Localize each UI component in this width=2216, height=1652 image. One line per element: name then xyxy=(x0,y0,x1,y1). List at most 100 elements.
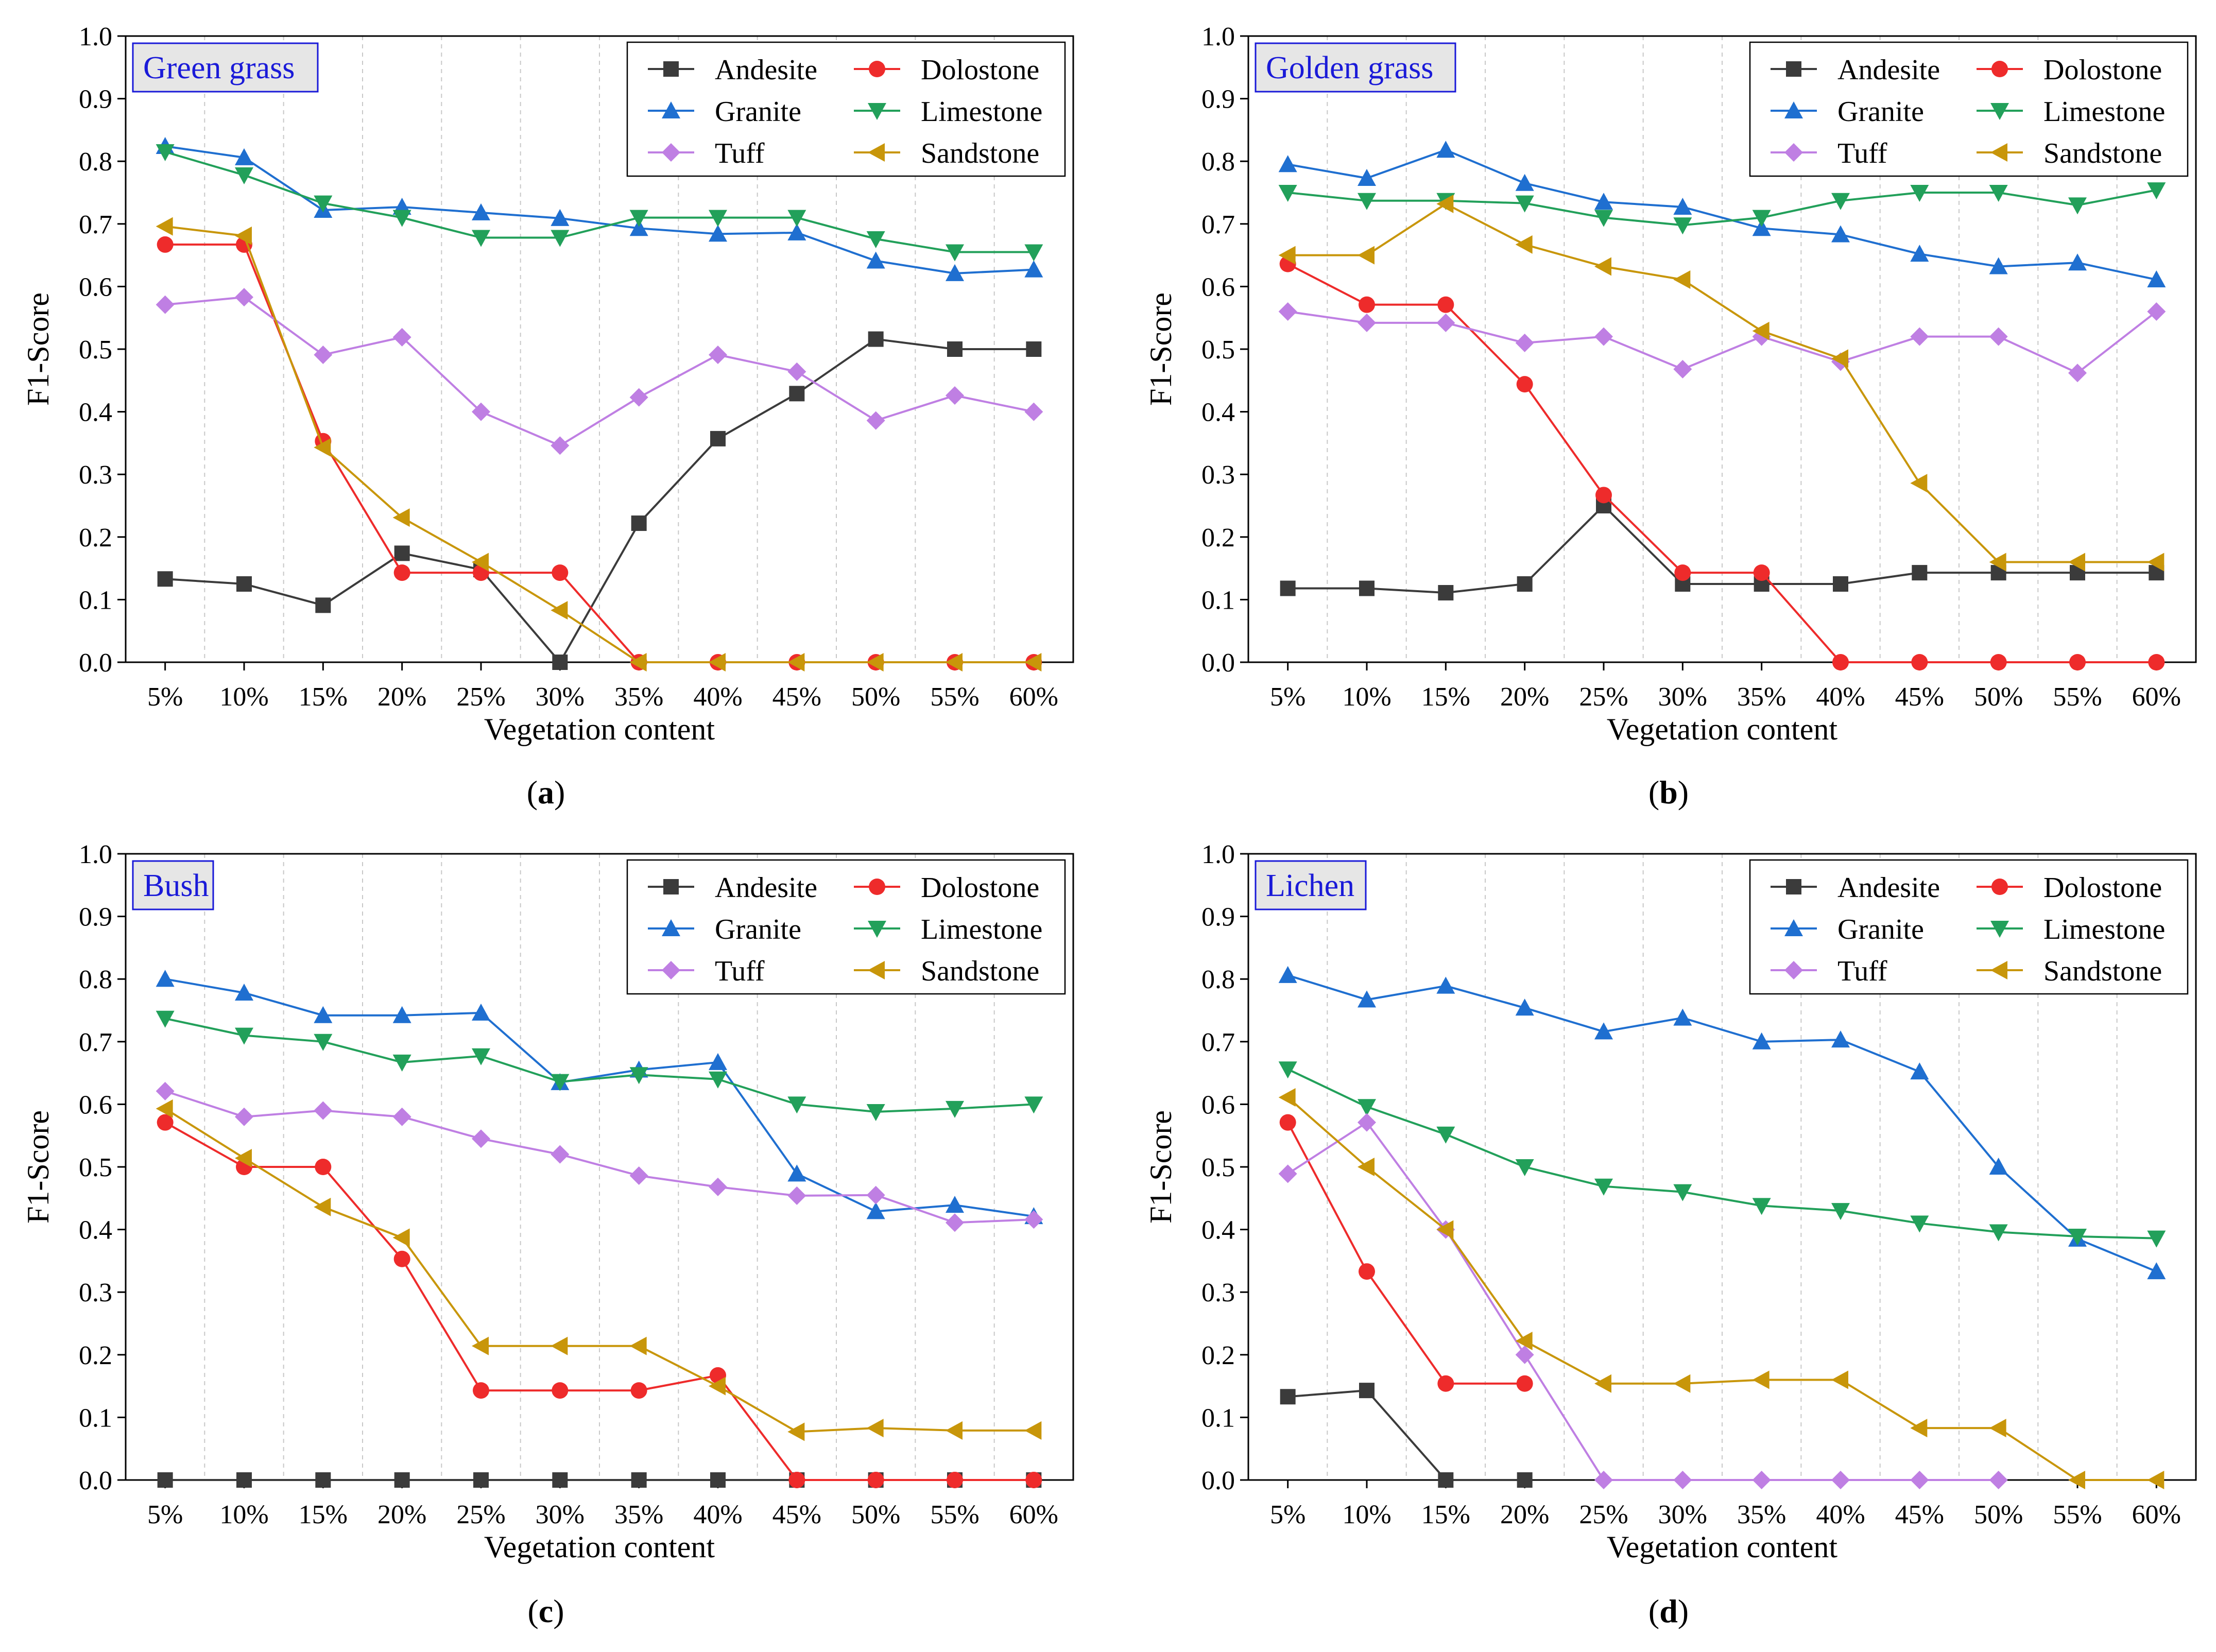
data-point-limestone xyxy=(1278,185,1297,202)
data-point-tuff xyxy=(946,386,964,405)
legend-marker xyxy=(868,103,886,120)
data-point-limestone xyxy=(2147,182,2166,200)
data-point-sandstone xyxy=(1989,553,2006,572)
series-line-tuff xyxy=(1287,1121,1999,1481)
legend-box xyxy=(626,859,1066,995)
y-tick-label: 0.4 xyxy=(1201,398,1235,427)
y-tick-label: 0.6 xyxy=(79,272,112,302)
data-point-dolostone xyxy=(393,564,410,581)
data-point-granite xyxy=(1910,245,1929,262)
data-point-limestone xyxy=(1673,1184,1692,1201)
data-point-tuff xyxy=(2068,364,2087,383)
data-point-sandstone xyxy=(1594,257,1611,276)
legend-item-dolostone: Dolostone xyxy=(854,54,1039,86)
series-andesite xyxy=(1280,498,2165,601)
legend-label: Dolostone xyxy=(921,872,1039,904)
data-point-granite xyxy=(1358,990,1376,1008)
data-point-sandstone xyxy=(1024,653,1042,672)
legend-label: Dolostone xyxy=(2043,872,2162,904)
data-point-andesite xyxy=(1517,576,1533,592)
legend-item-granite: Granite xyxy=(648,914,801,945)
x-tick-label: 60% xyxy=(2132,1500,2181,1529)
legend-label: Dolostone xyxy=(921,54,1039,86)
chart-panel-b: 0.0 0.1 0.2 0.3 0.4 0.5 0.6 0.7 0.8 0.9 1.0 5% 10% 15… xyxy=(1144,22,2197,811)
series-dolostone xyxy=(1279,1114,1533,1392)
legend-marker xyxy=(868,143,885,162)
series-line-sandstone xyxy=(164,1108,1034,1433)
series-line-sandstone xyxy=(1287,1096,2157,1481)
legend-item-dolostone: Dolostone xyxy=(1977,872,2162,904)
series-line-limestone xyxy=(165,1017,1034,1113)
data-point-limestone xyxy=(156,1010,175,1028)
series-line-limestone xyxy=(1287,1068,2157,1240)
data-point-granite xyxy=(1752,219,1771,236)
x-tick-label: 20% xyxy=(1500,682,1549,712)
series-line-tuff xyxy=(165,296,1034,447)
data-point-granite xyxy=(1594,193,1613,210)
y-tick-label: 0.1 xyxy=(1201,1403,1235,1433)
y-tick-label: 0.3 xyxy=(79,460,112,490)
data-point-limestone xyxy=(946,244,964,262)
data-point-granite xyxy=(1278,966,1297,983)
data-point-limestone xyxy=(1436,1126,1455,1144)
panel-title: Golden grass xyxy=(1266,50,1433,85)
legend-item-limestone: Limestone xyxy=(1977,914,2165,945)
legend: Andesite Dolostone Granite Limestone Tuff San… xyxy=(1749,859,2189,995)
series-line-limestone xyxy=(165,151,1034,253)
y-tick-label: 1.0 xyxy=(79,22,112,51)
x-tick-label: 15% xyxy=(299,682,348,712)
data-point-tuff xyxy=(1358,1113,1376,1132)
data-point-andesite xyxy=(1833,576,1848,592)
legend-marker xyxy=(663,61,679,77)
data-point-limestone xyxy=(787,210,806,227)
legend-label: Granite xyxy=(1837,96,1924,128)
panel-caption-letter: d xyxy=(1659,1593,1678,1629)
x-tick-label: 5% xyxy=(1270,1500,1305,1529)
legend-item-andesite: Andesite xyxy=(1771,54,1940,86)
x-axis-title: Vegetation content xyxy=(484,1530,715,1564)
data-point-limestone xyxy=(2147,1230,2166,1248)
data-point-tuff xyxy=(866,1185,885,1204)
data-point-sandstone xyxy=(1436,194,1454,213)
data-point-limestone xyxy=(787,1096,806,1114)
series-limestone xyxy=(1278,1061,2166,1248)
legend-marker xyxy=(1784,961,1803,979)
legend-marker xyxy=(1990,961,2007,979)
data-point-sandstone xyxy=(946,653,963,672)
legend-marker xyxy=(662,101,680,118)
x-tick-label: 5% xyxy=(147,682,183,712)
x-tick-label: 15% xyxy=(1421,1500,1470,1529)
data-point-granite xyxy=(472,1003,490,1021)
y-tick-label: 0.9 xyxy=(79,85,112,114)
data-point-sandstone xyxy=(472,553,489,572)
data-point-limestone xyxy=(392,1054,411,1072)
x-tick-label: 40% xyxy=(1816,682,1865,712)
legend-marker xyxy=(1990,103,2009,120)
x-tick-label: 10% xyxy=(1342,682,1391,712)
data-point-tuff xyxy=(866,411,885,430)
x-tick-label: 25% xyxy=(456,682,505,712)
legend-item-andesite: Andesite xyxy=(648,54,817,86)
legend-marker xyxy=(869,61,885,77)
data-point-limestone xyxy=(392,210,411,227)
panel-caption: (d) xyxy=(1648,1593,1689,1629)
data-point-tuff xyxy=(709,1177,727,1196)
data-point-tuff xyxy=(1989,327,2008,346)
data-point-sandstone xyxy=(1910,1419,1928,1438)
data-point-tuff xyxy=(629,388,648,407)
legend-item-andesite: Andesite xyxy=(648,872,817,904)
y-tick-label: 0.2 xyxy=(1201,523,1235,553)
legend-label: Limestone xyxy=(2043,914,2165,945)
y-tick-label: 0.9 xyxy=(1201,903,1235,932)
panel-title-box xyxy=(1255,860,1367,910)
chart-panel-d: 0.0 0.1 0.2 0.3 0.4 0.5 0.6 0.7 0.8 0.9 1.0 5% 10% 15… xyxy=(1144,840,2197,1629)
legend-marker xyxy=(662,961,680,979)
data-point-dolostone xyxy=(552,1382,569,1399)
data-point-tuff xyxy=(392,1107,411,1126)
data-point-granite xyxy=(235,148,253,165)
data-point-granite xyxy=(629,219,648,236)
data-point-dolostone xyxy=(1516,376,1533,393)
data-point-limestone xyxy=(1831,1203,1850,1220)
data-point-tuff xyxy=(787,362,806,381)
data-point-granite xyxy=(2068,253,2087,271)
